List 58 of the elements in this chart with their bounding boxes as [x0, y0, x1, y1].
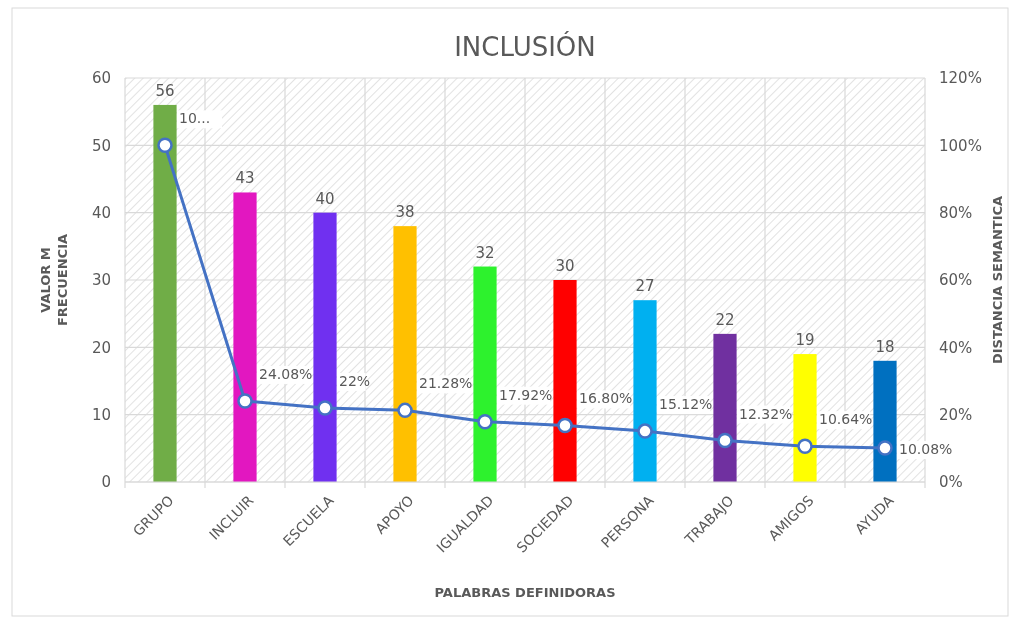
data-label: 43 [235, 169, 255, 188]
bar [153, 104, 177, 482]
data-label: 56 [155, 81, 175, 100]
y2-tick-label: 120% [939, 69, 982, 88]
data-label: 16.80% [579, 390, 633, 407]
bar [473, 266, 497, 482]
y-tick-label: 60 [91, 69, 111, 88]
point [557, 417, 573, 434]
data-label: 24.08% [259, 365, 313, 382]
data-label: 17.92% [499, 386, 553, 403]
data-label: 32 [475, 243, 495, 262]
point [397, 402, 413, 419]
bar [233, 192, 257, 482]
data-label: 22 [715, 310, 735, 329]
y-tick-label: 20 [91, 338, 111, 357]
point [157, 137, 173, 154]
point [877, 440, 893, 456]
y2-tick-label: 0% [939, 473, 963, 492]
point [637, 423, 653, 439]
y-tick-label: 40 [91, 203, 111, 222]
data-label: 15.12% [659, 396, 713, 413]
data-label: 22% [339, 372, 371, 389]
data-label: 30 [555, 257, 575, 275]
data-label: 18 [875, 337, 895, 356]
chart-title: INCLUSIÓN [454, 31, 596, 62]
y2-tick-label: 100% [939, 136, 982, 155]
y2-axis-title: DISTANCIA SEMANTICA [990, 195, 1005, 365]
data-label: 40 [315, 189, 335, 208]
y-tick-label: 10 [91, 405, 111, 424]
y2-tick-label: 80% [939, 203, 973, 222]
point [237, 393, 253, 409]
data-label: 19 [795, 331, 815, 350]
y2-tick-label: 20% [939, 405, 973, 424]
bar [873, 360, 897, 482]
point [797, 438, 813, 454]
y2-tick-label: 40% [939, 338, 973, 357]
data-label: 21.28% [419, 375, 473, 392]
data-label: 10.64% [819, 411, 873, 428]
data-label: 27 [635, 277, 655, 296]
bar [393, 226, 417, 482]
bar [553, 280, 577, 482]
bar [313, 212, 337, 482]
y-axis-title: VALOR M FRECUENCIA [38, 233, 70, 327]
y2-tick-label: 60% [939, 271, 973, 290]
data-label: 10.08% [899, 441, 953, 458]
data-label: 10... [179, 110, 211, 127]
point [717, 432, 733, 449]
y-tick-label: 0 [101, 473, 111, 492]
bar [713, 333, 737, 482]
bar [633, 300, 657, 482]
data-label: 38 [395, 203, 415, 222]
point [477, 413, 493, 430]
x-axis-title: PALABRAS DEFINIDORAS [434, 585, 616, 600]
y-tick-label: 50 [91, 136, 111, 155]
y-tick-label: 30 [91, 271, 111, 290]
point [317, 400, 333, 416]
bar [793, 354, 817, 482]
data-label: 12.32% [739, 405, 793, 422]
